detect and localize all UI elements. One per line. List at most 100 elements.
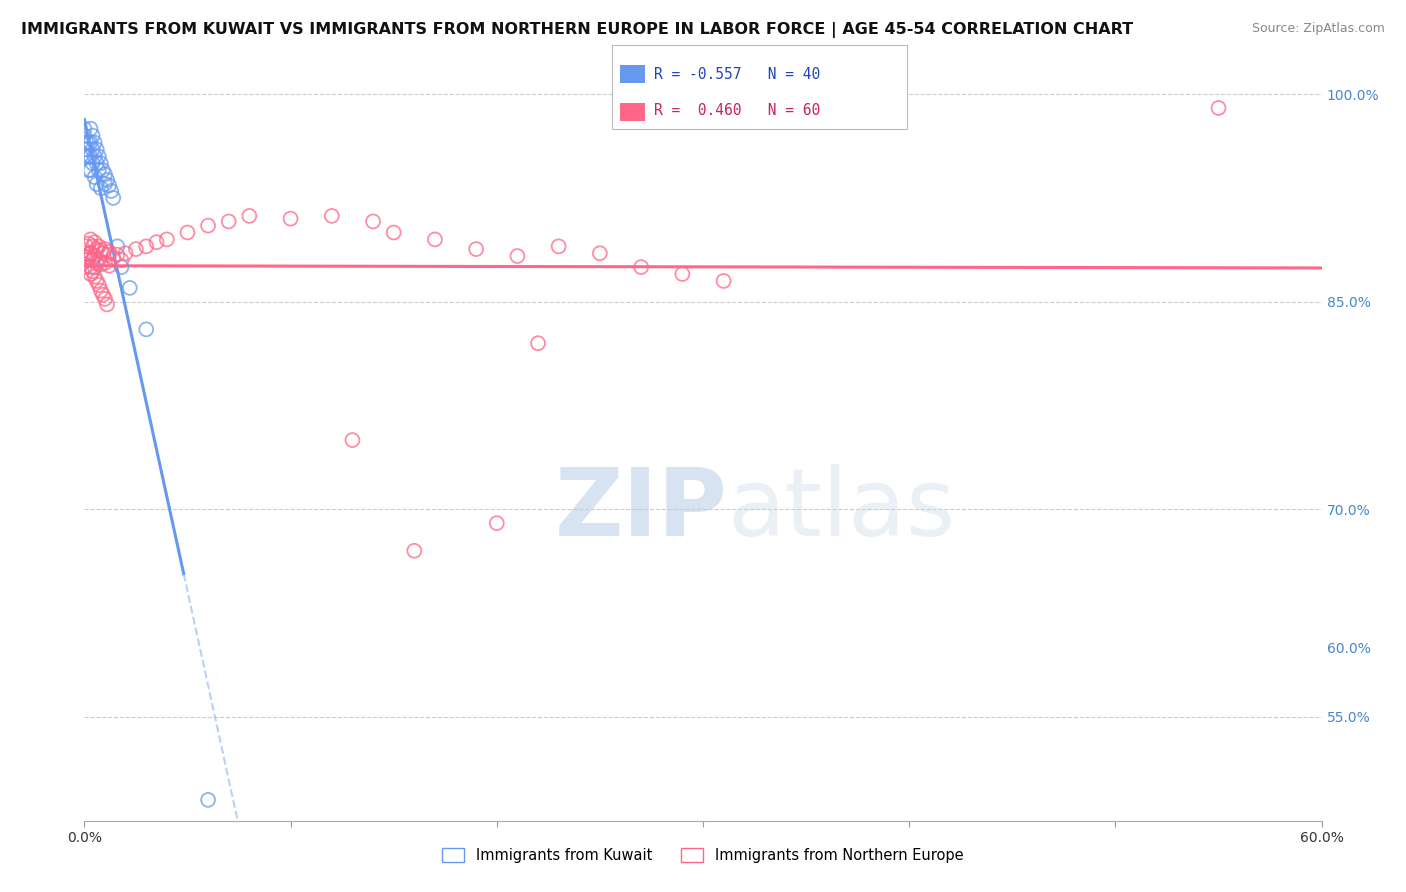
- Point: [82, 156, 104, 170]
- Point: [79, 121, 101, 136]
- Point: [280, 211, 302, 226]
- Point: [90, 156, 112, 170]
- Point: [87, 239, 110, 253]
- Point: [75, 136, 97, 150]
- Point: [197, 219, 219, 233]
- Point: [77, 149, 100, 163]
- Point: [82, 253, 104, 268]
- Point: [86, 177, 108, 191]
- Point: [94, 292, 117, 306]
- Point: [82, 264, 104, 278]
- Point: [713, 274, 735, 288]
- Point: [589, 246, 612, 260]
- Point: [75, 143, 97, 157]
- Point: [77, 163, 100, 178]
- Text: IMMIGRANTS FROM KUWAIT VS IMMIGRANTS FROM NORTHERN EUROPE IN LABOR FORCE | AGE 4: IMMIGRANTS FROM KUWAIT VS IMMIGRANTS FRO…: [21, 22, 1133, 38]
- Point: [118, 281, 141, 295]
- Point: [82, 143, 104, 157]
- Point: [114, 246, 136, 260]
- Point: [73, 121, 96, 136]
- Point: [110, 260, 132, 274]
- Point: [238, 209, 260, 223]
- Point: [86, 156, 108, 170]
- Point: [79, 136, 101, 150]
- Point: [73, 143, 96, 157]
- Point: [218, 214, 240, 228]
- Point: [73, 128, 96, 143]
- Point: [82, 128, 104, 143]
- Point: [73, 246, 96, 260]
- Point: [96, 173, 118, 187]
- Point: [87, 149, 110, 163]
- Point: [83, 235, 105, 250]
- Point: [91, 163, 114, 178]
- Point: [98, 259, 121, 273]
- Point: [105, 247, 128, 261]
- Point: [382, 226, 405, 240]
- Point: [82, 239, 104, 253]
- Point: [321, 209, 343, 223]
- Point: [87, 163, 110, 178]
- Point: [94, 256, 117, 270]
- Point: [77, 236, 100, 251]
- Point: [86, 143, 108, 157]
- Point: [94, 177, 117, 191]
- Point: [361, 214, 384, 228]
- Point: [671, 267, 693, 281]
- Point: [103, 251, 125, 265]
- Text: R = -0.557   N = 40: R = -0.557 N = 40: [654, 67, 820, 82]
- Point: [90, 284, 112, 298]
- Point: [91, 287, 114, 301]
- Point: [485, 516, 508, 530]
- Point: [75, 253, 97, 268]
- Point: [77, 251, 100, 265]
- Point: [82, 253, 104, 268]
- Text: ZIP: ZIP: [555, 464, 728, 556]
- Point: [103, 191, 125, 205]
- Point: [125, 242, 148, 256]
- Point: [79, 163, 101, 178]
- Point: [87, 278, 110, 293]
- Point: [73, 260, 96, 274]
- Point: [110, 253, 132, 268]
- Point: [96, 297, 118, 311]
- Point: [90, 257, 112, 271]
- Point: [176, 226, 198, 240]
- Point: [79, 232, 101, 246]
- Text: atlas: atlas: [728, 464, 956, 556]
- Point: [404, 543, 426, 558]
- Point: [79, 267, 101, 281]
- Point: [630, 260, 652, 274]
- Point: [98, 244, 121, 259]
- Point: [98, 178, 121, 193]
- Point: [506, 249, 529, 263]
- Point: [197, 793, 219, 807]
- Point: [83, 269, 105, 284]
- Point: [86, 256, 108, 270]
- Point: [156, 232, 179, 246]
- Point: [1208, 101, 1230, 115]
- Point: [75, 239, 97, 253]
- Point: [73, 149, 96, 163]
- Point: [87, 253, 110, 268]
- Point: [547, 239, 569, 253]
- Point: [135, 239, 157, 253]
- Point: [423, 232, 446, 246]
- Point: [135, 322, 157, 336]
- Point: [342, 433, 364, 447]
- Point: [83, 260, 105, 274]
- Point: [83, 170, 105, 185]
- Point: [79, 246, 101, 260]
- Point: [90, 181, 112, 195]
- Text: Source: ZipAtlas.com: Source: ZipAtlas.com: [1251, 22, 1385, 36]
- Point: [79, 149, 101, 163]
- Point: [145, 235, 167, 250]
- Text: R =  0.460   N = 60: R = 0.460 N = 60: [654, 103, 820, 119]
- Point: [79, 260, 101, 274]
- Point: [465, 242, 488, 256]
- Point: [90, 244, 112, 258]
- Point: [105, 239, 128, 253]
- Point: [83, 249, 105, 263]
- Point: [77, 136, 100, 150]
- Point: [100, 184, 122, 198]
